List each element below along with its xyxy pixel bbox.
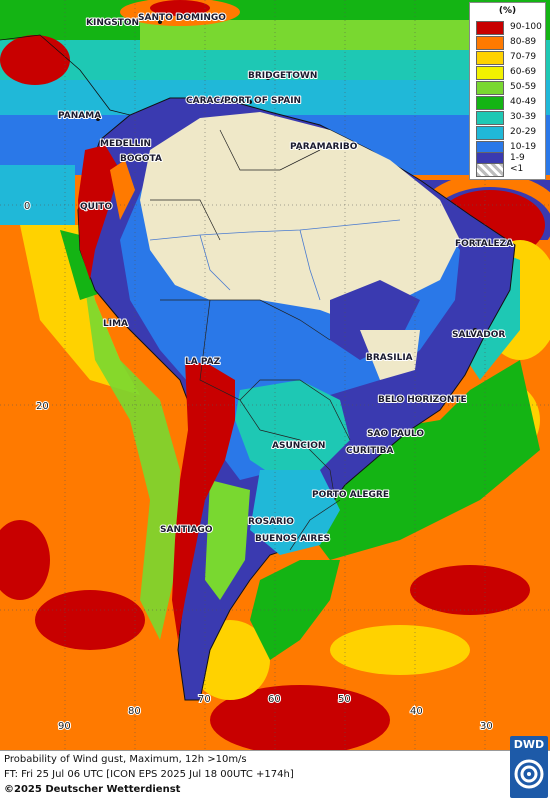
lon-label: 90 [58, 721, 71, 732]
swirl-icon [514, 759, 544, 789]
copyright: ©2025 Deutscher Wetterdienst [4, 784, 181, 795]
lat-label: 20 [36, 401, 49, 412]
legend-swatch [476, 163, 504, 177]
legend-row: 30-39 [476, 111, 544, 126]
legend-label: 20-29 [510, 127, 537, 137]
dwd-logo: DWD [510, 736, 548, 798]
city-label: BELO HORIZONTE [378, 395, 467, 405]
city-label: FORTALEZA [455, 239, 513, 249]
lat-label: 0 [24, 201, 30, 212]
city-label: QUITO [80, 202, 112, 212]
legend-label: 60-69 [510, 67, 537, 77]
legend-label: 70-79 [510, 52, 537, 62]
legend-label: 40-49 [510, 97, 537, 107]
lon-label: 80 [128, 706, 141, 717]
legend-unit: (%) [498, 6, 517, 16]
city-label: SALVADOR [452, 330, 505, 340]
city-label: PORT OF SPAIN [224, 96, 301, 106]
legend-row: 20-29 [476, 126, 544, 141]
legend-label: 50-59 [510, 82, 537, 92]
legend-swatch [476, 81, 504, 95]
legend-label: 10-19 [510, 142, 537, 152]
legend-swatch [476, 126, 504, 140]
logo-text: DWD [513, 738, 545, 751]
city-label: BUENOS AIRES [255, 534, 330, 544]
city-label: ROSARIO [248, 517, 294, 527]
lon-label: 60 [268, 694, 281, 705]
legend-row: 60-69 [476, 66, 544, 81]
city-label: SANTO DOMINGO [138, 13, 226, 23]
legend-label: <1 [510, 164, 524, 174]
city-label: BRIDGETOWN [248, 71, 317, 81]
legend-label: 80-89 [510, 37, 537, 47]
city-label: BRASILIA [366, 353, 413, 363]
legend-row: <1 [476, 163, 544, 178]
probability-map: 0 20 90 80 70 60 50 40 30 KINGSTON SANTO… [0, 0, 550, 750]
map-caption: Probability of Wind gust, Maximum, 12h >… [0, 750, 550, 801]
legend-label: 90-100 [510, 22, 542, 32]
rivers [149, 219, 401, 301]
city-label: SAO PAULO [367, 429, 424, 439]
product-title: Probability of Wind gust, Maximum, 12h >… [4, 754, 247, 765]
map-legend: (%) 90-100 80-89 70-79 60-69 50-59 40-49… [469, 2, 546, 180]
country-borders [150, 129, 351, 551]
lon-label: 40 [410, 706, 423, 717]
city-label: SANTIAGO [160, 525, 213, 535]
city-label: PANAMA [58, 111, 101, 121]
legend-row: 40-49 [476, 96, 544, 111]
legend-label: 1-9 [510, 153, 525, 163]
city-label: BOGOTA [120, 154, 162, 164]
city-label: ASUNCION [272, 441, 325, 451]
legend-row: 80-89 [476, 36, 544, 51]
legend-swatch [476, 111, 504, 125]
legend-label: 30-39 [510, 112, 537, 122]
city-markers [88, 20, 477, 538]
city-label: LIMA [103, 319, 128, 329]
city-label: LA PAZ [185, 357, 221, 367]
city-label: KINGSTON [86, 18, 139, 28]
legend-swatch [476, 21, 504, 35]
city-label: CARACAS [186, 96, 234, 106]
low-probability-zone [140, 112, 460, 325]
legend-row: 50-59 [476, 81, 544, 96]
lon-label: 70 [198, 694, 211, 705]
lon-label: 30 [480, 721, 493, 732]
city-label: MEDELLIN [100, 139, 151, 149]
legend-swatch [476, 51, 504, 65]
city-label: PARAMARIBO [290, 142, 358, 152]
city-label: PORTO ALEGRE [312, 490, 389, 500]
legend-swatch [476, 66, 504, 80]
andes-high-probability [172, 360, 235, 640]
legend-swatch [476, 36, 504, 50]
city-label: CURITIBA [346, 446, 394, 456]
lon-label: 50 [338, 694, 351, 705]
forecast-time: FT: Fri 25 Jul 06 UTC [ICON EPS 2025 Jul… [4, 769, 294, 780]
legend-row: 90-100 [476, 21, 544, 36]
legend-row: 70-79 [476, 51, 544, 66]
legend-swatch [476, 96, 504, 110]
